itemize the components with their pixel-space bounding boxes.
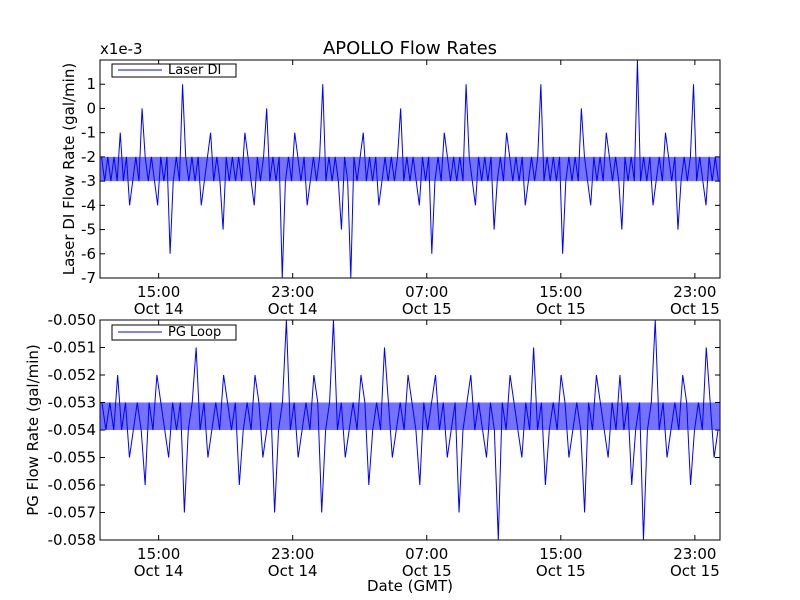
pg-loop-xtick-date-label: Oct 15 [402, 562, 452, 580]
laser-di-ytick-label: -2 [81, 148, 96, 166]
laser-di-ytick-label: -6 [81, 245, 96, 263]
laser-di-legend-label: Laser DI [168, 63, 221, 78]
laser-di-series-group [100, 59, 720, 279]
laser-di-xtick-date-label: Oct 15 [402, 300, 452, 318]
pg-loop-series-line [101, 319, 719, 541]
pg-loop-ytick-label: -0.056 [48, 476, 96, 494]
laser-di-y-axis-label: Laser DI Flow Rate (gal/min) [60, 63, 78, 275]
pg-loop-xtick-time-label: 23:00 [673, 545, 716, 563]
laser-di-y-ticks: 1 0 -1 -2 -3 -4 -5 -6 -7 [81, 75, 720, 287]
x-axis-label: Date (GMT) [367, 577, 453, 595]
laser-di-ytick-label: -4 [81, 196, 96, 214]
pg-loop-ytick-label: -0.057 [48, 504, 96, 522]
pg-loop-y-ticks: -0.050 -0.051 -0.052 -0.053 -0.054 -0.055 -0.0… [48, 311, 720, 549]
pg-loop-ytick-label: -0.055 [48, 449, 96, 467]
pg-loop-ytick-label: -0.054 [48, 421, 96, 439]
laser-di-xtick-date-label: Oct 14 [134, 300, 184, 318]
laser-di-ytick-label: 0 [86, 99, 96, 117]
laser-di-scale-factor: x1e-3 [100, 40, 143, 58]
laser-di-legend: Laser DI [111, 63, 237, 78]
laser-di-ytick-label: 1 [86, 75, 96, 93]
laser-di-xtick-date-label: Oct 15 [670, 300, 720, 318]
pg-loop-xtick-date-label: Oct 15 [536, 562, 586, 580]
pg-loop-xtick-date-label: Oct 15 [670, 562, 720, 580]
pg-loop-ytick-label: -0.053 [48, 394, 96, 412]
chart-title: APOLLO Flow Rates [323, 38, 497, 59]
pg-loop-legend-box [111, 324, 237, 341]
laser-di-xtick-date-label: Oct 15 [536, 300, 586, 318]
laser-di-xtick-time-label: 15:00 [137, 283, 180, 301]
pg-loop-xtick-time-label: 15:00 [137, 545, 180, 563]
pg-loop-ytick-label: -0.052 [48, 366, 96, 384]
figure-title-group: APOLLO Flow Rates [323, 38, 497, 59]
laser-di-xtick-time-label: 07:00 [405, 283, 448, 301]
laser-di-ytick-label: -1 [81, 124, 96, 142]
laser-di-ytick-label: -3 [81, 172, 96, 190]
pg-loop-legend-label: PG Loop [168, 325, 221, 340]
pg-loop-xtick-time-label: 23:00 [271, 545, 314, 563]
laser-di-xtick-time-label: 15:00 [539, 283, 582, 301]
pg-loop-xtick-time-label: 15:00 [539, 545, 582, 563]
laser-di-series-line [101, 59, 719, 279]
pg-loop-xtick-date-label: Oct 14 [134, 562, 184, 580]
pg-loop-ytick-label: -0.058 [48, 531, 96, 549]
laser-di-ytick-label: -7 [81, 269, 96, 287]
laser-di-ytick-label: -5 [81, 221, 96, 239]
laser-di-xtick-time-label: 23:00 [271, 283, 314, 301]
pg-loop-series-group [100, 319, 720, 541]
pg-loop-xtick-date-label: Oct 14 [268, 562, 318, 580]
laser-di-xtick-date-label: Oct 14 [268, 300, 318, 318]
pg-loop-panel: PG Flow Rate (gal/min) Date (GMT) -0.050… [24, 311, 721, 595]
laser-di-xtick-time-label: 23:00 [673, 283, 716, 301]
pg-loop-xtick-time-label: 07:00 [405, 545, 448, 563]
pg-loop-y-axis-label: PG Flow Rate (gal/min) [24, 344, 42, 516]
pg-loop-ytick-label: -0.051 [48, 339, 96, 357]
pg-loop-legend: PG Loop [111, 324, 237, 341]
laser-di-panel: x1e-3 Laser DI Flow Rate (gal/min) 1 0 -1 -… [60, 40, 721, 318]
pg-loop-ytick-label: -0.050 [48, 311, 96, 329]
laser-di-series-band [100, 156, 720, 182]
laser-di-legend-box [111, 63, 237, 78]
